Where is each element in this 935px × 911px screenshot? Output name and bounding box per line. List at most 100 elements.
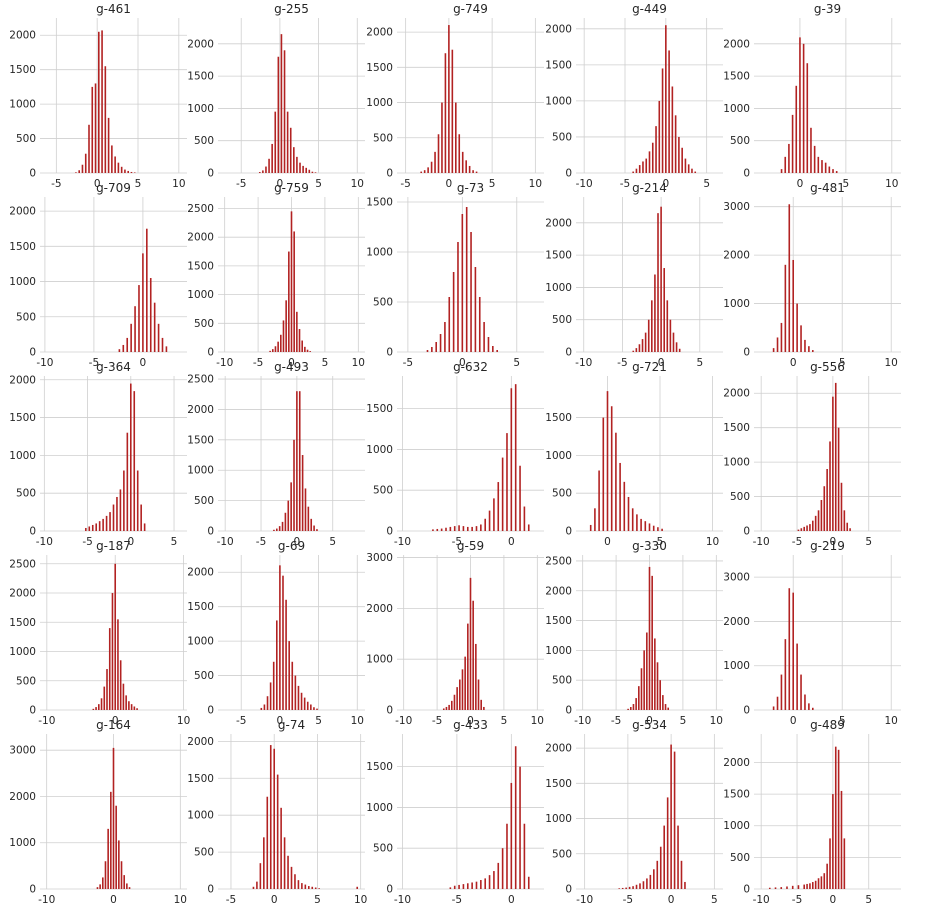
histogram-g-219: g-219 0 1000 2000 3000 0 5 10 xyxy=(716,537,905,732)
x-tick-label: 0 xyxy=(604,536,611,548)
histogram-bar xyxy=(458,525,460,531)
histogram-g-164: g-164 0 1000 2000 3000 -10 0 10 xyxy=(2,716,191,911)
histogram-bar xyxy=(466,526,469,531)
histogram-bar xyxy=(123,470,125,531)
histogram-bar xyxy=(314,172,317,173)
histogram-bar xyxy=(791,114,794,173)
histogram-bar xyxy=(472,600,474,710)
histogram-bar xyxy=(102,518,104,531)
histogram-bar xyxy=(799,37,801,173)
histogram-bar xyxy=(826,863,828,889)
histogram-bar xyxy=(631,508,634,531)
histogram-bar xyxy=(492,346,494,352)
x-tick-label: -5 xyxy=(236,715,246,727)
histogram-bar xyxy=(269,350,271,352)
histogram-bar xyxy=(820,500,823,531)
x-tick-label: 10 xyxy=(885,715,898,727)
histogram-bar xyxy=(455,102,457,173)
histogram-bar xyxy=(269,682,272,710)
histogram-bar xyxy=(431,347,433,352)
x-tick-label: -5 xyxy=(253,357,263,369)
histogram-bar xyxy=(510,782,513,889)
histogram-bar xyxy=(100,698,103,710)
histogram-bar xyxy=(101,30,103,174)
y-tick-label: 1000 xyxy=(187,103,214,115)
histogram-bar xyxy=(812,520,814,531)
histogram-bar xyxy=(806,63,809,174)
histogram-bar xyxy=(461,151,464,173)
histogram-bar xyxy=(118,840,120,889)
y-tick-label: 2000 xyxy=(545,743,572,755)
histogram-bar xyxy=(252,886,255,889)
histogram-bar xyxy=(627,708,629,710)
histogram-bar xyxy=(290,211,293,352)
histogram-bar xyxy=(849,528,851,531)
y-tick-label: 0 xyxy=(207,884,214,896)
histogram-bar xyxy=(813,145,816,173)
y-tick-label: 0 xyxy=(207,705,214,717)
histogram-bar xyxy=(638,686,640,710)
histogram-bar xyxy=(313,525,315,531)
histogram-bar xyxy=(301,883,303,889)
y-tick-label: 2000 xyxy=(723,250,750,262)
histogram-bar xyxy=(280,34,283,174)
histogram-bar xyxy=(309,351,312,352)
histogram-bar xyxy=(430,161,433,173)
histogram-bar xyxy=(464,656,466,710)
histogram-bar xyxy=(646,632,648,710)
x-tick-label: -10 xyxy=(38,715,55,727)
histogram-bar xyxy=(451,49,454,173)
x-tick-label: 10 xyxy=(352,357,365,369)
histogram-bar xyxy=(800,674,802,710)
y-tick-label: 2000 xyxy=(9,791,36,803)
chart-title: g-481 xyxy=(810,181,845,195)
x-tick-label: 0 xyxy=(646,715,653,727)
histogram-bar xyxy=(120,861,123,889)
histogram-bar xyxy=(301,455,304,531)
x-tick-label: -10 xyxy=(394,894,411,906)
histogram-bar xyxy=(640,668,643,710)
histogram-bar xyxy=(277,56,280,173)
histogram-bar xyxy=(477,679,480,710)
histogram-bar xyxy=(638,344,641,352)
y-tick-label: 1000 xyxy=(9,99,36,111)
histogram-bar xyxy=(96,887,99,889)
histogram-bar xyxy=(445,706,448,710)
histogram-bar xyxy=(95,523,98,531)
histogram-bar xyxy=(462,526,465,531)
histogram-g-433: g-433 0 500 1000 1500 -10 -5 0 xyxy=(359,716,548,911)
x-tick-label: -5 xyxy=(403,357,413,369)
x-tick-label: -10 xyxy=(216,357,233,369)
histogram-bar xyxy=(114,156,116,173)
histogram-bar xyxy=(84,153,87,173)
x-tick-label: -5 xyxy=(452,536,462,548)
histogram-bar xyxy=(497,482,500,531)
histogram-bar xyxy=(655,126,657,173)
y-tick-label: 500 xyxy=(552,675,572,687)
y-tick-label: 1500 xyxy=(187,260,214,272)
histogram-bar xyxy=(663,268,665,352)
histogram-bar xyxy=(523,823,526,889)
histogram-bar xyxy=(444,53,447,173)
chart-title: g-493 xyxy=(274,360,309,374)
y-tick-label: 0 xyxy=(207,526,214,538)
histogram-bar xyxy=(445,527,447,531)
x-tick-label: -10 xyxy=(574,715,591,727)
histogram-bar xyxy=(114,563,117,710)
histogram-bar xyxy=(663,825,665,889)
histogram-bar xyxy=(271,143,273,173)
histogram-bar xyxy=(483,322,485,352)
histogram-bar xyxy=(651,300,653,352)
histogram-bar xyxy=(802,43,805,174)
histogram-bar xyxy=(804,339,806,352)
x-tick-label: 0 xyxy=(110,894,117,906)
x-tick-label: -5 xyxy=(400,178,410,190)
histogram-bar xyxy=(519,766,521,889)
histogram-bar xyxy=(666,797,669,889)
histogram-bar xyxy=(823,873,826,889)
histogram-bar xyxy=(646,878,648,889)
histogram-bar xyxy=(475,526,478,531)
x-tick-label: -5 xyxy=(256,536,266,548)
histogram-bar xyxy=(812,882,814,889)
y-tick-label: 2000 xyxy=(545,585,572,597)
